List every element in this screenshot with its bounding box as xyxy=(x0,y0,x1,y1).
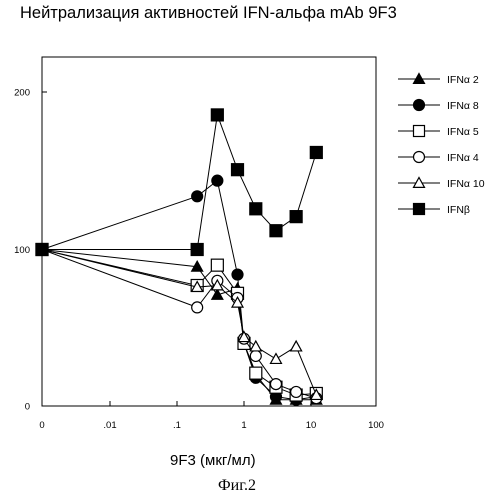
data-point xyxy=(250,203,262,215)
data-point xyxy=(192,191,203,202)
y-tick-label: 0 xyxy=(25,402,30,413)
data-point xyxy=(36,244,48,256)
x-tick-label: .01 xyxy=(103,420,116,431)
data-point xyxy=(270,225,282,237)
data-point xyxy=(232,269,243,280)
series xyxy=(37,244,322,399)
plot-frame xyxy=(42,57,376,406)
legend-label: IFNβ xyxy=(447,204,470,216)
figure-caption: Фиг.2 xyxy=(218,477,256,495)
legend-item: IFNα 2 xyxy=(398,74,479,87)
x-tick-label: 1 xyxy=(241,420,246,431)
data-point xyxy=(211,259,223,271)
legend-label: IFNα 5 xyxy=(447,126,479,138)
legend-item: IFNα 5 xyxy=(398,126,479,139)
series-line xyxy=(42,181,316,400)
data-point xyxy=(232,164,244,176)
series-layer xyxy=(36,109,322,405)
legend-marker xyxy=(414,204,425,215)
series xyxy=(37,175,322,405)
legend-label: IFNα 4 xyxy=(447,152,479,164)
series xyxy=(36,244,322,402)
legend-marker xyxy=(414,152,425,163)
series-line xyxy=(42,250,316,396)
x-axis-label: 9F3 (мкг/мл) xyxy=(170,452,256,469)
data-point xyxy=(310,146,322,158)
data-point xyxy=(291,341,302,351)
legend-label: IFNα 8 xyxy=(447,100,479,112)
x-tick-label: 100 xyxy=(368,420,384,431)
x-tick-label: 0 xyxy=(39,420,44,431)
series-line xyxy=(42,250,316,400)
data-point xyxy=(191,244,203,256)
x-tick-label: 10 xyxy=(306,420,317,431)
y-tick-label: 200 xyxy=(14,88,30,99)
legend-item: IFNα 10 xyxy=(398,178,485,191)
series-line xyxy=(42,250,316,399)
data-point xyxy=(250,367,262,379)
data-point xyxy=(250,341,261,351)
series xyxy=(37,244,322,404)
data-point xyxy=(192,302,203,313)
legend-item: IFNβ xyxy=(398,204,470,217)
data-point xyxy=(291,386,302,397)
data-point xyxy=(212,289,223,299)
legend-marker xyxy=(414,126,425,137)
data-point xyxy=(270,354,281,364)
legend-item: IFNα 8 xyxy=(398,100,479,113)
y-tick-label: 100 xyxy=(14,245,30,256)
data-point xyxy=(250,350,261,361)
data-point xyxy=(212,175,223,186)
series-line xyxy=(42,250,316,396)
x-tick-label: .1 xyxy=(173,420,181,431)
legend-label: IFNα 2 xyxy=(447,74,479,86)
data-point xyxy=(290,211,302,223)
legend-label: IFNα 10 xyxy=(447,178,485,190)
series xyxy=(36,109,322,256)
legend: IFNα 2 IFNα 8 IFNα 5 IFNα 4 IFNα 10 IFNβ xyxy=(398,74,485,217)
data-point xyxy=(211,109,223,121)
chart-title: Нейтрализация активностей IFN-альфа mAb … xyxy=(20,4,397,23)
legend-marker xyxy=(414,74,425,84)
legend-marker xyxy=(414,178,425,188)
legend-marker xyxy=(414,100,425,111)
data-point xyxy=(270,379,281,390)
legend-item: IFNα 4 xyxy=(398,152,479,165)
